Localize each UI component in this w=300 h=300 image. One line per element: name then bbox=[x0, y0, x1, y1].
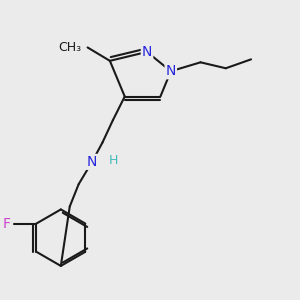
Text: N: N bbox=[166, 64, 176, 78]
Text: N: N bbox=[142, 45, 152, 59]
Text: CH₃: CH₃ bbox=[58, 41, 82, 54]
Text: N: N bbox=[87, 155, 97, 169]
Text: F: F bbox=[3, 217, 11, 231]
Text: H: H bbox=[108, 154, 118, 167]
